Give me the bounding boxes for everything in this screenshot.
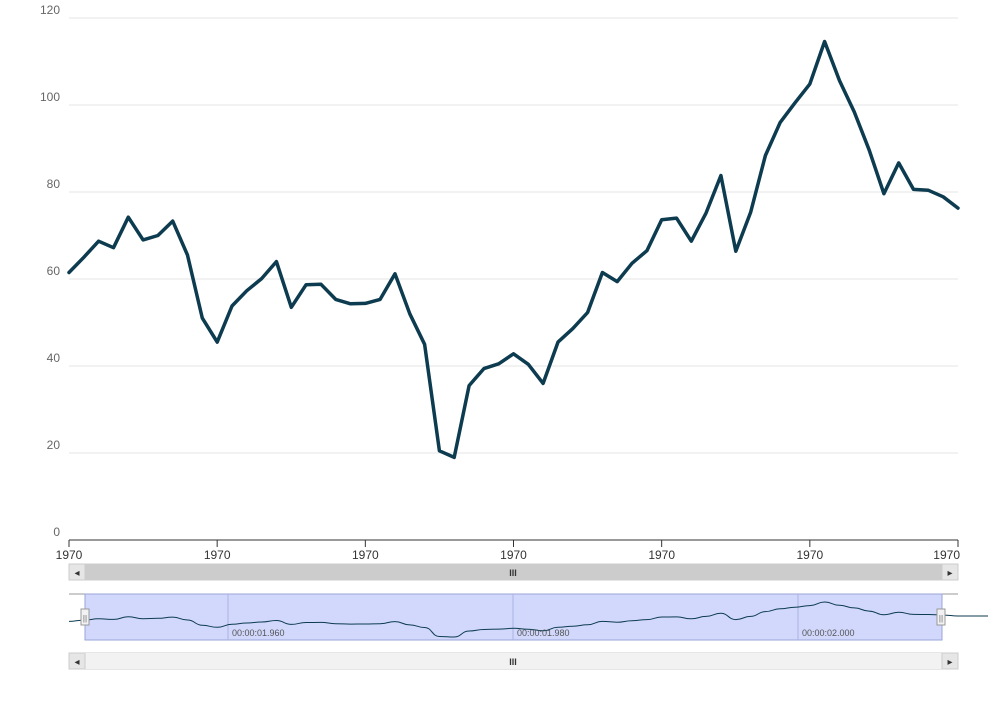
grid-lines: [69, 18, 958, 453]
x-axis: 1970 1970 1970 1970 1970 1970 1970: [56, 540, 961, 562]
y-tick-label: 40: [47, 351, 61, 365]
y-axis-labels: 0 20 40 60 80 100 120: [40, 3, 60, 539]
y-tick-label: 20: [47, 438, 61, 452]
navigator-time-label: 00:00:01.980: [517, 628, 570, 638]
series-layer: [69, 41, 958, 457]
navigator-time-label: 00:00:02.000: [802, 628, 855, 638]
x-tick-label: 1970: [500, 548, 527, 562]
y-tick-label: 0: [53, 525, 60, 539]
y-tick-label: 60: [47, 264, 61, 278]
top-scrollbar[interactable]: ◂ ▸ III: [69, 564, 958, 580]
scrollbar-grip-icon[interactable]: III: [509, 657, 517, 667]
arrow-right-icon[interactable]: ▸: [947, 568, 952, 579]
arrow-left-icon[interactable]: ◂: [74, 568, 79, 579]
x-tick-label: 1970: [933, 548, 960, 562]
arrow-left-icon[interactable]: ◂: [74, 657, 79, 668]
x-tick-label: 1970: [648, 548, 675, 562]
y-tick-label: 100: [40, 90, 60, 104]
handle-grip-icon: ||: [939, 614, 943, 623]
y-tick-label: 120: [40, 3, 60, 17]
navigator-time-label: 00:00:01.960: [232, 628, 285, 638]
x-tick-label: 1970: [204, 548, 231, 562]
bottom-scrollbar[interactable]: ◂ ▸ III: [69, 653, 958, 669]
series-line: [69, 42, 958, 458]
x-tick-label: 1970: [352, 548, 379, 562]
x-tick-label: 1970: [796, 548, 823, 562]
y-tick-label: 80: [47, 177, 61, 191]
x-tick-label: 1970: [56, 548, 83, 562]
scrollbar-grip-icon[interactable]: III: [509, 568, 517, 578]
arrow-right-icon[interactable]: ▸: [947, 657, 952, 668]
handle-grip-icon: ||: [83, 614, 87, 623]
